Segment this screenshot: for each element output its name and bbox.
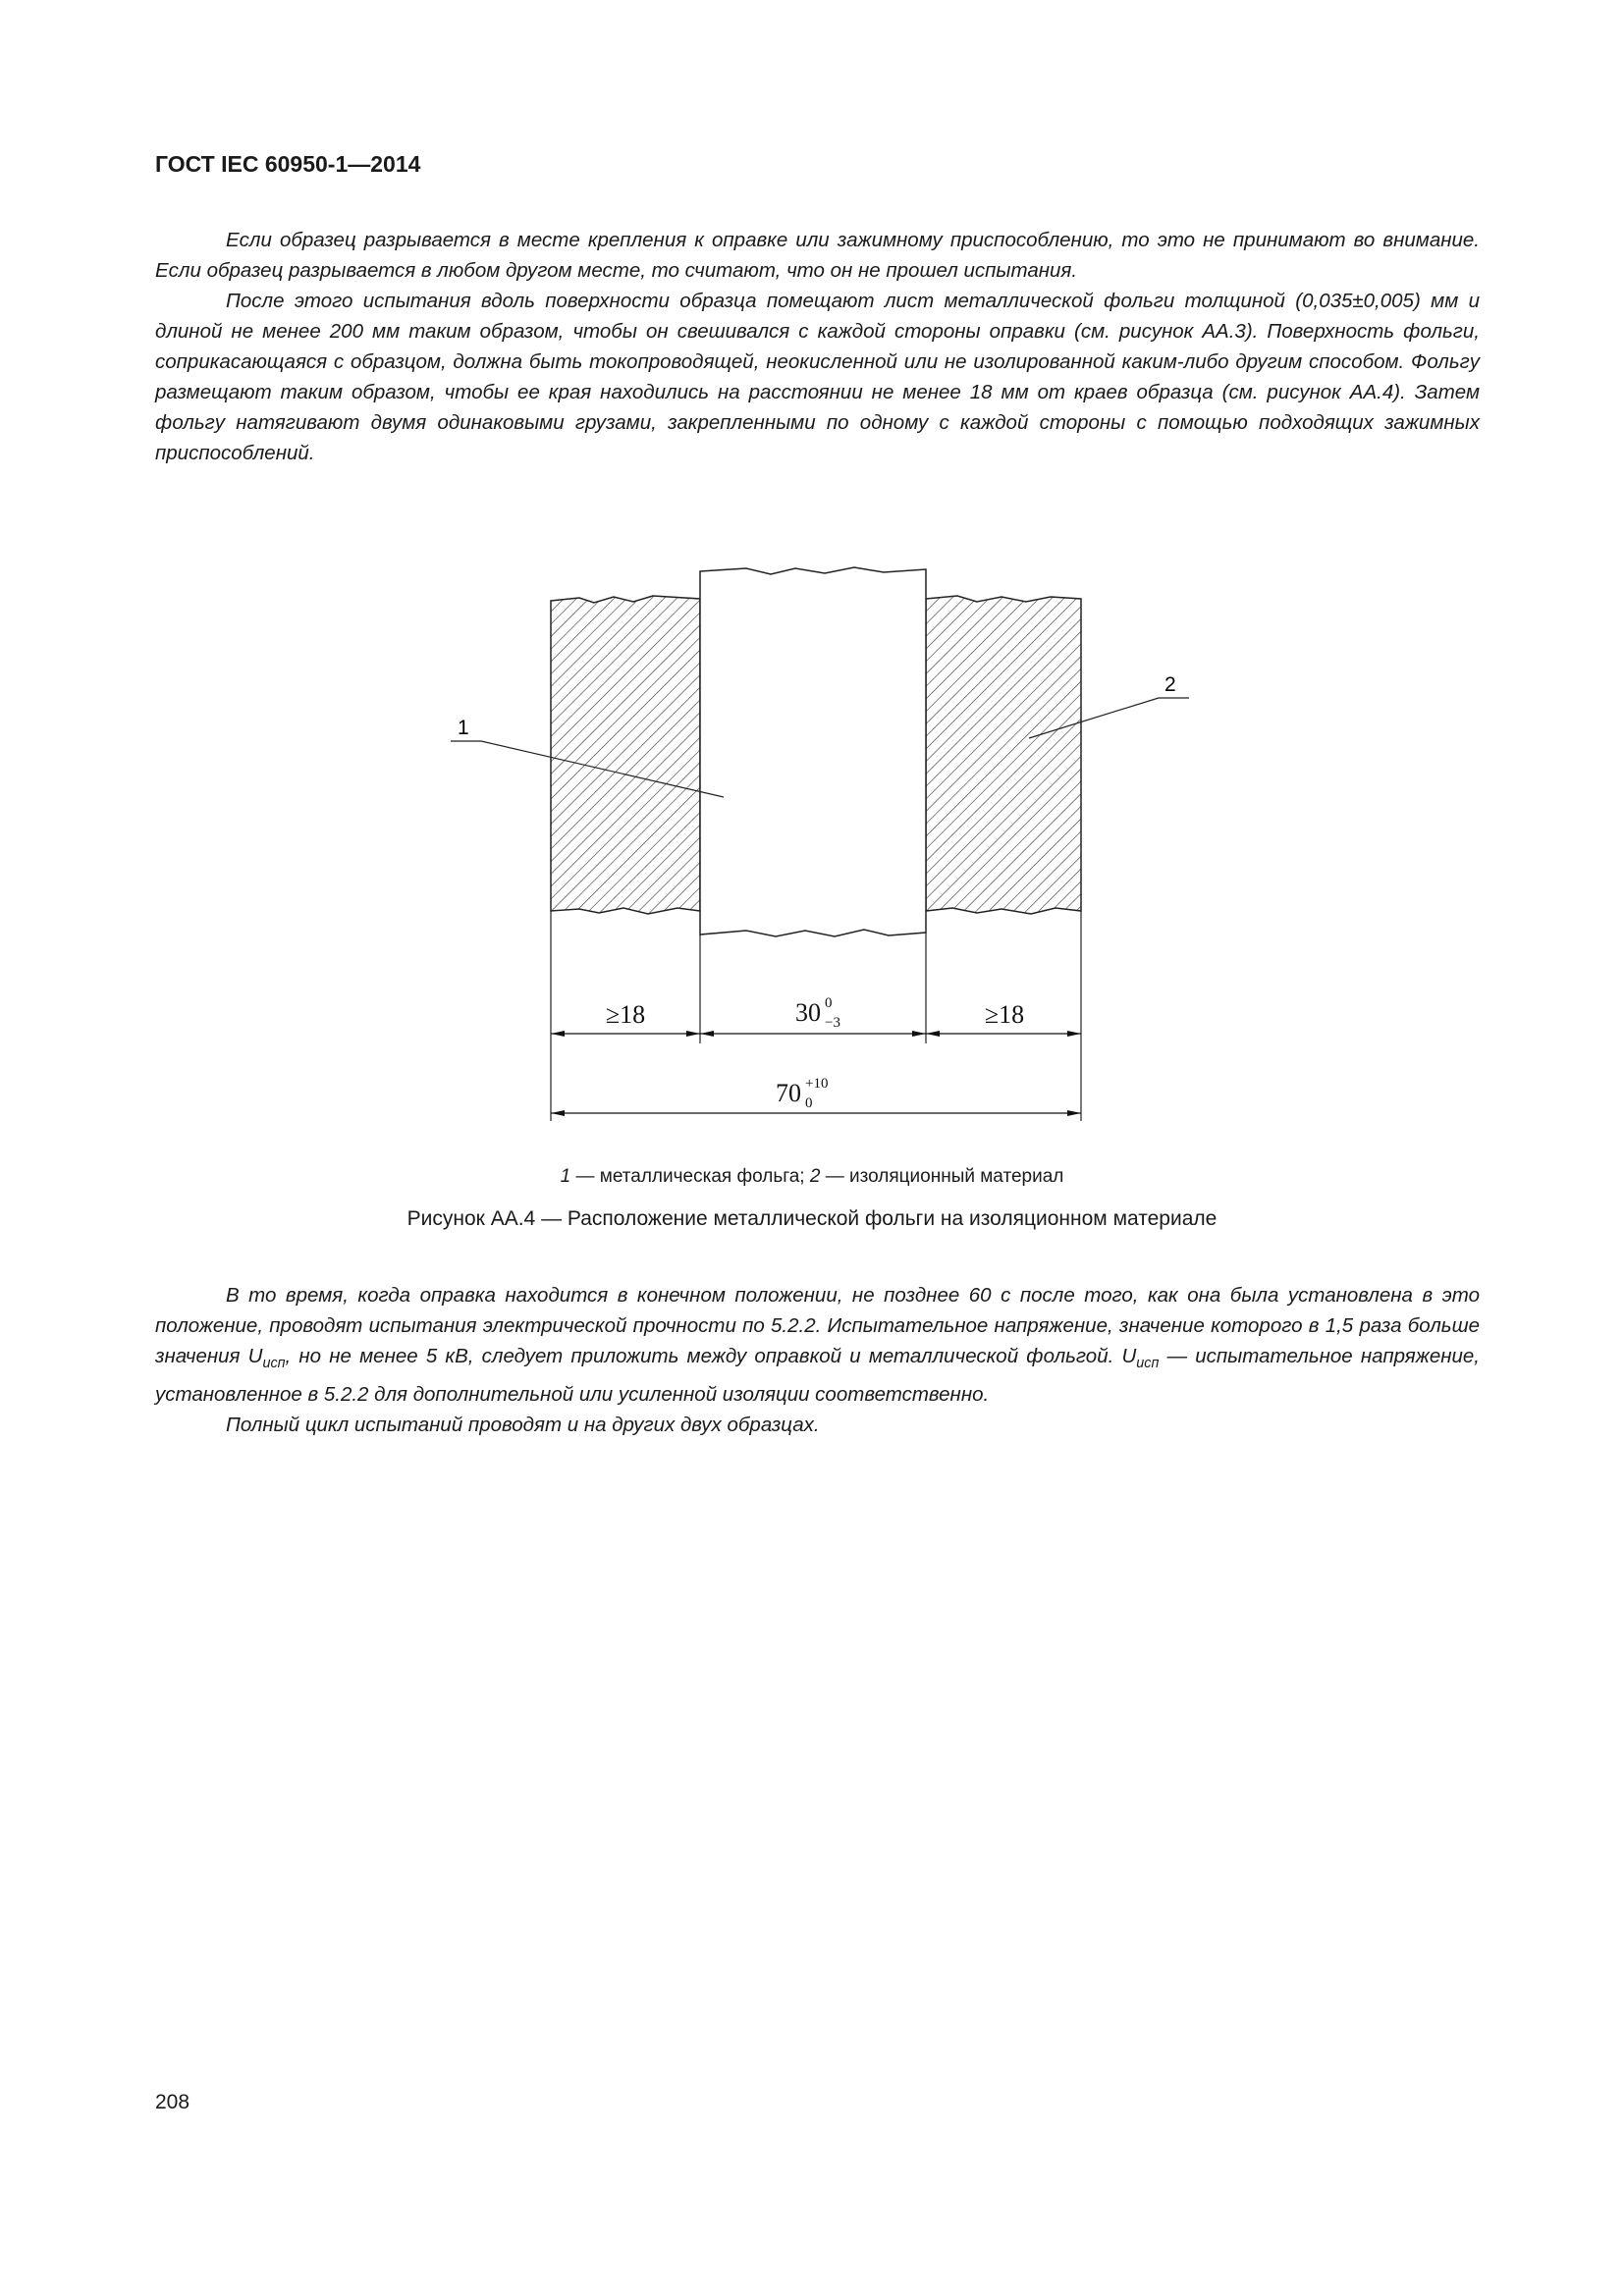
dimension-total-lower: 0 xyxy=(805,1095,813,1111)
dimension-center-label: 30 xyxy=(795,998,821,1027)
subscript: исп xyxy=(262,1356,286,1372)
paragraph: После этого испытания вдоль поверхности … xyxy=(155,290,1480,464)
insulation-left xyxy=(550,595,701,915)
page-number: 208 xyxy=(155,2091,190,2113)
text-run: В то время, когда оправка находится в ко… xyxy=(155,1284,1480,1367)
dimension-total-upper: +10 xyxy=(805,1076,828,1092)
subscript: исп xyxy=(1136,1356,1160,1372)
legend-text-2: — изоляционный материал xyxy=(820,1166,1064,1187)
text-run: , но не менее 5 кВ, следует приложить ме… xyxy=(285,1345,1137,1367)
paragraph: Если образец разрывается в месте креплен… xyxy=(155,229,1480,282)
dimension-total-label: 70 xyxy=(776,1079,801,1107)
callout-2: 2 xyxy=(1164,673,1176,696)
figure-aa4: ≥18 ≥18 30 0 −3 70 +10 0 1 2 xyxy=(451,566,1189,1121)
dimension-center-upper: 0 xyxy=(825,995,833,1011)
dimension-left-label: ≥18 xyxy=(606,1000,645,1029)
callout-1: 1 xyxy=(458,717,469,739)
dimension-right-label: ≥18 xyxy=(985,1000,1024,1029)
paragraph: В то время, когда оправка находится в ко… xyxy=(155,1280,1480,1410)
legend-number-2: 2 xyxy=(809,1166,821,1187)
legend-text-1: — металлическая фольга; xyxy=(570,1166,810,1187)
dimension-center-lower: −3 xyxy=(825,1015,840,1031)
text-run: — испытательное напряжение, установленно… xyxy=(155,1345,1481,1407)
legend-number-1: 1 xyxy=(560,1166,571,1187)
insulation-right xyxy=(925,595,1082,915)
figure-title: Рисунок АА.4 — Расположение металлическо… xyxy=(406,1207,1218,1230)
body-text-top: Если образец разрывается в месте креплен… xyxy=(155,225,1480,468)
document-header: ГОСТ IEC 60950-1—2014 xyxy=(155,151,421,177)
body-text-bottom: В то время, когда оправка находится в ко… xyxy=(155,1280,1480,1440)
figure-legend: 1 — металлическая фольга; 2 — изоляционн… xyxy=(0,1166,1624,1188)
paragraph: Полный цикл испытаний проводят и на друг… xyxy=(226,1414,820,1437)
metal-foil xyxy=(699,566,927,937)
